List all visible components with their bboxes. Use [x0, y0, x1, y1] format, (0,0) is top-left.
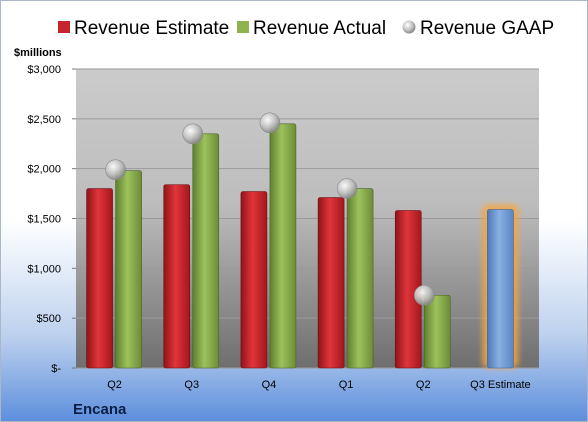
- x-tick-label: Q2: [107, 379, 122, 391]
- bar-revenue-actual: [269, 123, 297, 369]
- bar-revenue-estimate: [317, 197, 345, 369]
- marker-revenue-gaap: [413, 284, 435, 306]
- y-tick-label: $3,000: [27, 64, 61, 76]
- y-tick-label: $2,000: [27, 164, 61, 176]
- bar-revenue-actual: [115, 170, 142, 369]
- y-tick-label: $2,500: [27, 114, 61, 126]
- x-axis: Q2 Q3 Q4 Q1 Q2 Q3 Estimate: [107, 379, 530, 391]
- bar-revenue-estimate: [86, 188, 113, 369]
- legend-swatch-revenue-estimate: [58, 21, 70, 33]
- x-tick-label: Q4: [262, 379, 277, 391]
- marker-revenue-gaap: [182, 123, 204, 145]
- bars: [86, 123, 519, 369]
- legend-swatch-revenue-gaap: [402, 20, 416, 34]
- legend-swatch-revenue-actual: [237, 21, 249, 33]
- x-tick-label: Q3 Estimate: [470, 379, 531, 391]
- bar-revenue-actual: [346, 188, 374, 369]
- x-tick-label: Q3: [184, 379, 199, 391]
- y-axis: $- $500 $1,000 $1,500 $2,000 $2,500 $3,000: [27, 64, 76, 375]
- legend: Revenue Estimate Revenue Actual Revenue …: [58, 18, 554, 39]
- legend-label-revenue-actual: Revenue Actual: [253, 18, 386, 39]
- y-tick-label: $500: [37, 313, 61, 325]
- bar-revenue-estimate: [163, 184, 191, 369]
- gaap-markers: [105, 112, 435, 306]
- x-tick-label: Q1: [339, 379, 354, 391]
- bar-q3-estimate: [487, 209, 514, 369]
- bar-revenue-actual: [192, 133, 220, 369]
- y-tick-label: $1,500: [27, 214, 61, 226]
- unit-label: $millions: [14, 47, 62, 59]
- marker-revenue-gaap: [105, 159, 126, 180]
- y-tick-label: $1,000: [27, 263, 61, 275]
- bar-revenue-actual: [423, 294, 451, 369]
- legend-label-revenue-gaap: Revenue GAAP: [420, 18, 554, 39]
- marker-revenue-gaap: [259, 112, 281, 134]
- company-name: Encana: [73, 401, 127, 418]
- bar-revenue-estimate: [240, 191, 268, 369]
- marker-revenue-gaap: [336, 178, 358, 199]
- y-tick-label: $-: [51, 363, 61, 375]
- legend-label-revenue-estimate: Revenue Estimate: [74, 18, 229, 39]
- x-tick-label: Q2: [416, 379, 431, 391]
- gridlines: [76, 68, 539, 369]
